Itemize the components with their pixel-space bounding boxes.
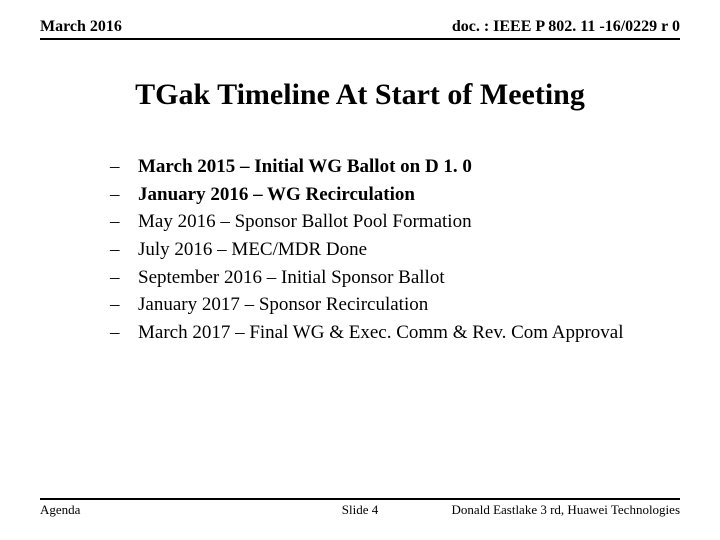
timeline-list: – March 2015 – Initial WG Ballot on D 1.… <box>110 155 660 349</box>
list-item: – March 2015 – Initial WG Ballot on D 1.… <box>110 155 660 180</box>
footer-author: Donald Eastlake 3 rd, Huawei Technologie… <box>452 502 680 518</box>
item-text: July 2016 – MEC/MDR Done <box>138 238 660 263</box>
list-item: – March 2017 – Final WG & Exec. Comm & R… <box>110 321 660 346</box>
footer-left: Agenda <box>40 502 80 518</box>
header-docnum: doc. : IEEE P 802. 11 -16/0229 r 0 <box>452 18 680 36</box>
dash-icon: – <box>110 293 138 318</box>
dash-icon: – <box>110 266 138 291</box>
list-item: – January 2017 – Sponsor Recirculation <box>110 293 660 318</box>
slide-footer: Agenda Slide 4 Donald Eastlake 3 rd, Hua… <box>40 498 680 518</box>
header-date: March 2016 <box>40 18 122 36</box>
item-text: September 2016 – Initial Sponsor Ballot <box>138 266 660 291</box>
item-text: May 2016 – Sponsor Ballot Pool Formation <box>138 210 660 235</box>
list-item: – May 2016 – Sponsor Ballot Pool Formati… <box>110 210 660 235</box>
slide-title: TGak Timeline At Start of Meeting <box>40 78 680 112</box>
slide-header: March 2016 doc. : IEEE P 802. 11 -16/022… <box>40 18 680 40</box>
dash-icon: – <box>110 321 138 346</box>
item-text: March 2015 – Initial WG Ballot on D 1. 0 <box>138 155 660 180</box>
dash-icon: – <box>110 183 138 208</box>
list-item: – July 2016 – MEC/MDR Done <box>110 238 660 263</box>
dash-icon: – <box>110 210 138 235</box>
list-item: – January 2016 – WG Recirculation <box>110 183 660 208</box>
item-text: March 2017 – Final WG & Exec. Comm & Rev… <box>138 321 660 346</box>
item-text: January 2016 – WG Recirculation <box>138 183 660 208</box>
dash-icon: – <box>110 238 138 263</box>
item-text: January 2017 – Sponsor Recirculation <box>138 293 660 318</box>
footer-slide-number: Slide 4 <box>342 502 378 518</box>
list-item: – September 2016 – Initial Sponsor Ballo… <box>110 266 660 291</box>
dash-icon: – <box>110 155 138 180</box>
